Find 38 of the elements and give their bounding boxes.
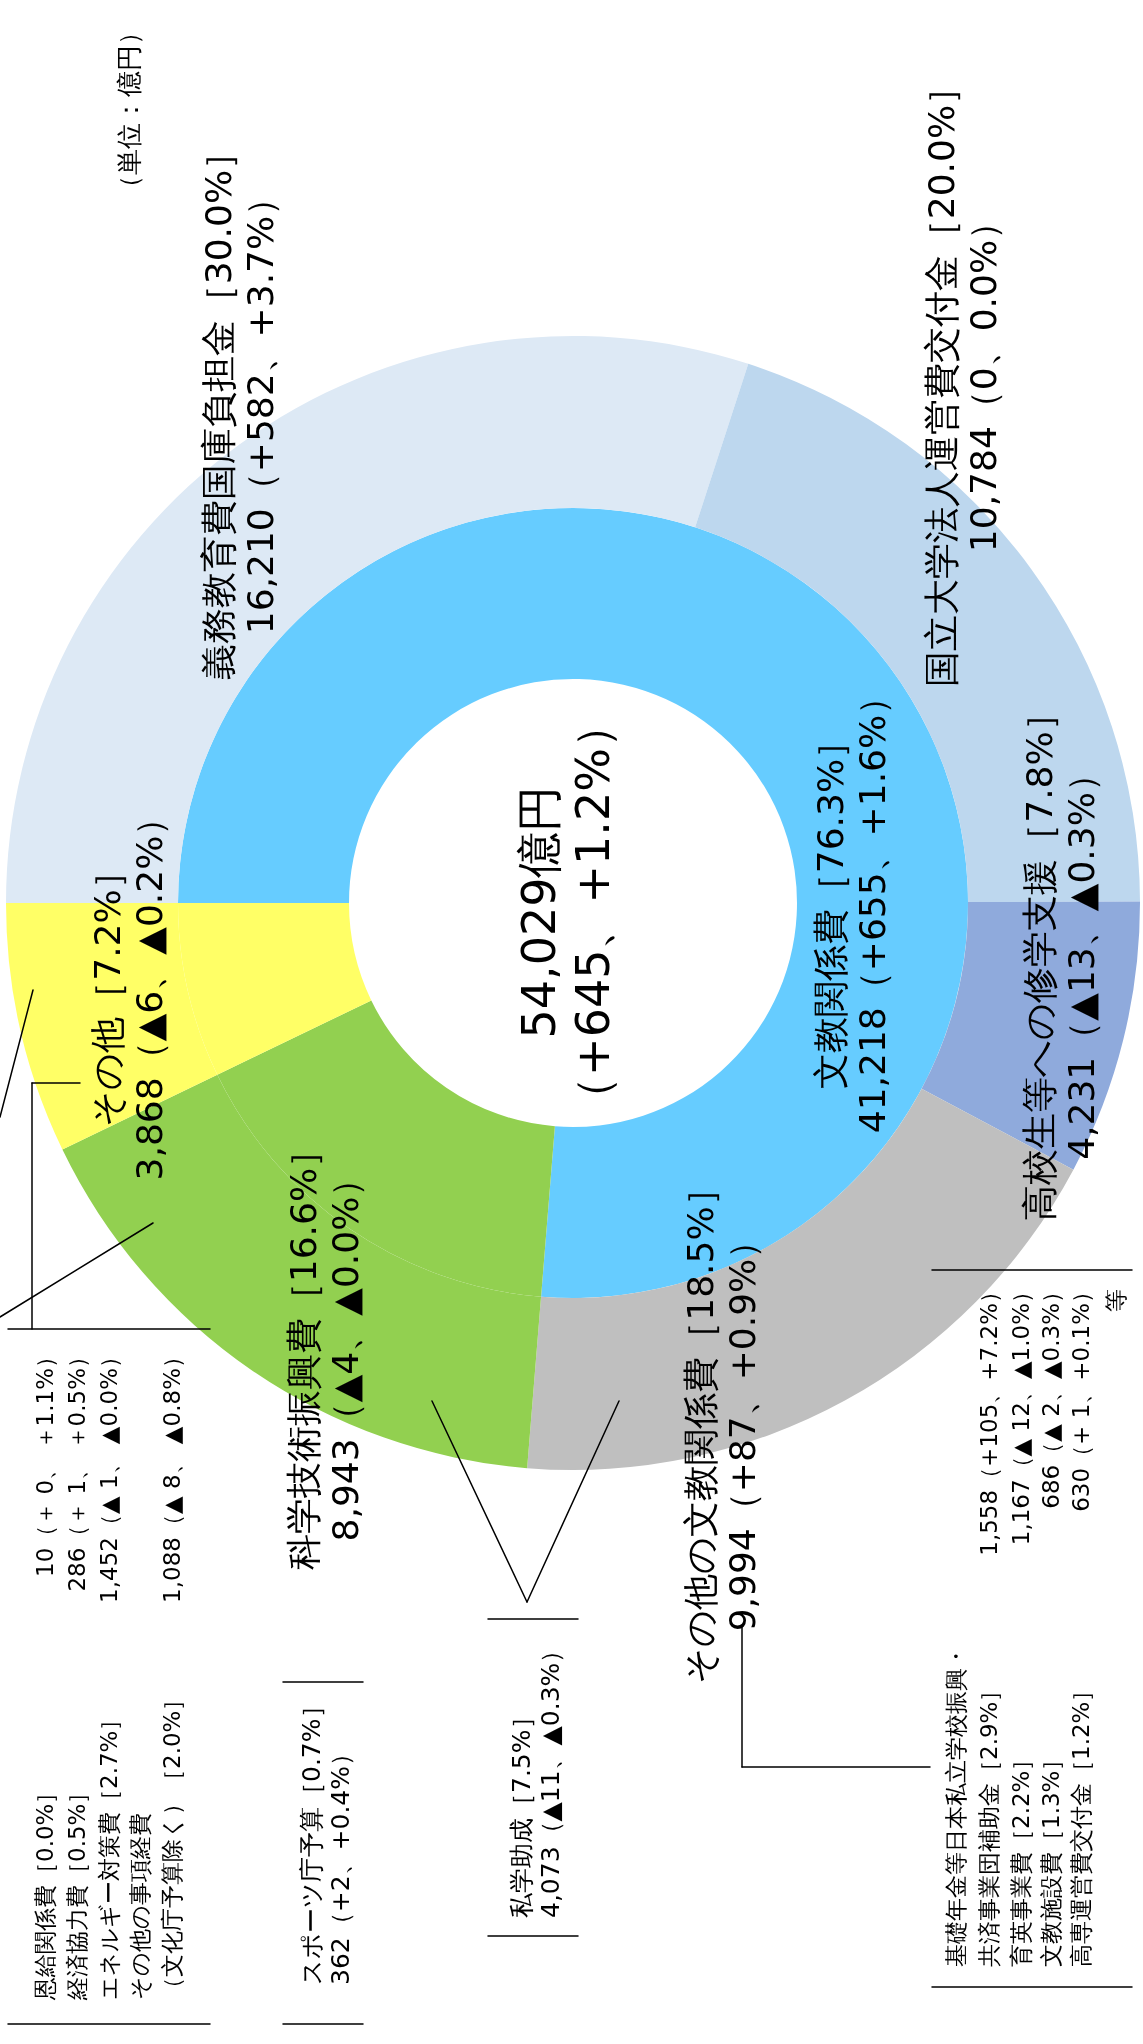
text: 10（＋ 0、 ＋1.1%） — [32, 1345, 58, 1577]
text: スポーツ庁予算［0.7%］ — [297, 1693, 326, 1985]
text: 54,029億円 — [512, 785, 566, 1039]
data-label: 9,994（+87、+0.9%） — [722, 1222, 763, 1632]
text: 育英事業費［2.2%］ — [1008, 1747, 1034, 1967]
text: 686（▲ 2、▲0.3%） — [1038, 1280, 1064, 1509]
text: 基礎年金等日本私立学校振興・共済事業団補助金［2.9%］ — [943, 1645, 1002, 1967]
text: （単位：億円） — [114, 19, 144, 201]
data-label: 10,784（0、0.0%） — [963, 203, 1004, 553]
text: 恩給関係費［0.0%］ — [32, 1780, 58, 2001]
text: 高校生等への修学支援［7.8%］ — [1019, 695, 1060, 1221]
text: 義務教育費国庫負担金［30.0%］ — [198, 133, 239, 681]
text: 国立大学法人運営費交付金［20.0%］ — [921, 68, 962, 688]
text: 630（+ 1、+0.1%） — [1068, 1280, 1094, 1512]
text: 1,452（▲ 1、 ▲0.0%） — [96, 1345, 122, 1603]
data-label: 3,868（▲6、▲0.2%） — [129, 799, 170, 1181]
text: その他の事項経費（文化庁予算除く）［2.0%］ — [127, 1687, 185, 2000]
text: その他の文教関係費［18.5%］ — [680, 1170, 721, 1684]
data-label: 16,210（+582、+3.7%） — [240, 179, 281, 635]
text: 1,088（▲ 8、 ▲0.8%） — [159, 1345, 185, 1603]
text: 高専運営費交付金［1.2%］ — [1068, 1678, 1094, 1967]
text: 科学技術振興費［16.6%］ — [283, 1131, 324, 1571]
text: 文教関係費［76.3%］ — [810, 722, 851, 1090]
text: 経済協力費［0.5%］ — [64, 1780, 90, 2001]
text: その他［7.2%］ — [87, 853, 128, 1127]
text: 私学助成［7.5%］ — [507, 1704, 536, 1918]
text: 362（+2、+0.4%） — [326, 1740, 355, 1985]
text: 1,558（+105、+7.2%） — [976, 1280, 1002, 1556]
text: 1,167（▲ 12、▲1.0%） — [1008, 1280, 1034, 1546]
data-label: 41,218（+655、+1.6%） — [852, 678, 893, 1134]
text: 等 — [1103, 1288, 1129, 1312]
text: エネルギー対策費［2.7%］ — [96, 1707, 122, 2000]
data-label: 8,943（▲4、▲0.0%） — [325, 1160, 366, 1542]
text: 4,073（▲11、▲0.3%） — [536, 1637, 565, 1918]
data-label: 4,231（▲13、▲0.3%） — [1061, 756, 1102, 1160]
text: 286（＋ 1、 ＋0.5%） — [64, 1345, 90, 1592]
text: （+645、+1.2%） — [566, 702, 620, 1122]
text: 文教施設費［1.3%］ — [1038, 1747, 1064, 1967]
